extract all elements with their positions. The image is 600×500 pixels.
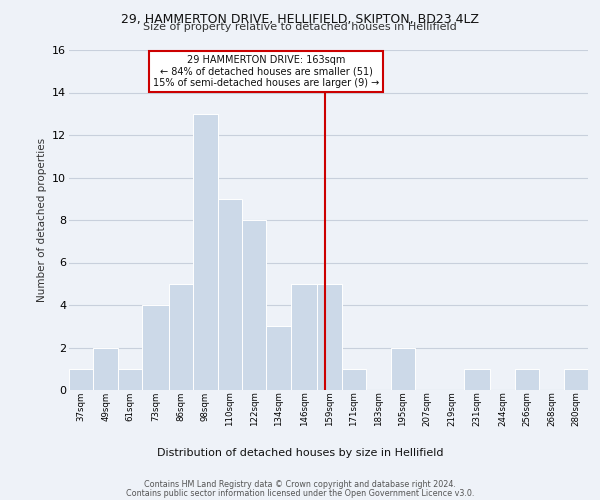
Bar: [266, 326, 291, 390]
Bar: [142, 305, 169, 390]
Text: Distribution of detached houses by size in Hellifield: Distribution of detached houses by size …: [157, 448, 443, 458]
Y-axis label: Number of detached properties: Number of detached properties: [37, 138, 47, 302]
Text: Contains HM Land Registry data © Crown copyright and database right 2024.: Contains HM Land Registry data © Crown c…: [144, 480, 456, 489]
Bar: [464, 369, 490, 390]
Bar: [391, 348, 415, 390]
Text: 29, HAMMERTON DRIVE, HELLIFIELD, SKIPTON, BD23 4LZ: 29, HAMMERTON DRIVE, HELLIFIELD, SKIPTON…: [121, 12, 479, 26]
Bar: [94, 348, 118, 390]
Bar: [291, 284, 317, 390]
Bar: [242, 220, 266, 390]
Bar: [118, 369, 142, 390]
Text: 29 HAMMERTON DRIVE: 163sqm
← 84% of detached houses are smaller (51)
15% of semi: 29 HAMMERTON DRIVE: 163sqm ← 84% of deta…: [153, 54, 380, 88]
Bar: [317, 284, 342, 390]
Text: Contains public sector information licensed under the Open Government Licence v3: Contains public sector information licen…: [126, 489, 474, 498]
Bar: [515, 369, 539, 390]
Bar: [169, 284, 193, 390]
Bar: [69, 369, 94, 390]
Text: Size of property relative to detached houses in Hellifield: Size of property relative to detached ho…: [143, 22, 457, 32]
Bar: [218, 198, 242, 390]
Bar: [193, 114, 218, 390]
Bar: [563, 369, 588, 390]
Bar: [342, 369, 366, 390]
